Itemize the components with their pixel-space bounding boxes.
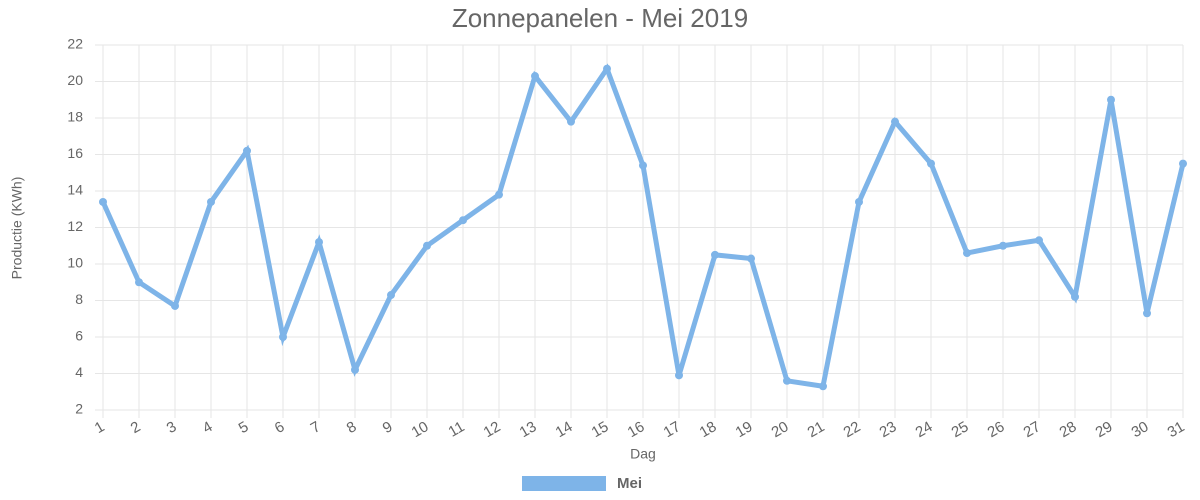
data-point bbox=[243, 146, 251, 155]
data-point bbox=[423, 241, 431, 250]
legend-swatch bbox=[522, 476, 606, 491]
data-point bbox=[459, 216, 467, 225]
data-point bbox=[171, 301, 179, 310]
x-tick-label: 6 bbox=[272, 418, 288, 437]
x-tick-label: 18 bbox=[697, 418, 720, 441]
data-point bbox=[603, 64, 611, 73]
x-tick-label: 31 bbox=[1165, 418, 1188, 441]
y-tick-label: 6 bbox=[75, 328, 83, 344]
data-point bbox=[999, 241, 1007, 250]
data-point bbox=[1179, 159, 1187, 168]
x-tick-label: 3 bbox=[164, 418, 180, 437]
data-point bbox=[279, 333, 287, 341]
data-point bbox=[927, 159, 935, 168]
data-point bbox=[711, 250, 719, 259]
data-point bbox=[855, 197, 863, 206]
y-tick-label: 18 bbox=[67, 109, 83, 125]
data-point bbox=[1071, 292, 1079, 301]
y-tick-label: 2 bbox=[75, 401, 83, 417]
data-point bbox=[351, 365, 359, 374]
x-tick-label: 24 bbox=[913, 418, 936, 441]
x-tick-label: 21 bbox=[805, 418, 828, 441]
data-point bbox=[99, 197, 107, 206]
x-tick-label: 1 bbox=[92, 418, 108, 437]
x-tick-label: 10 bbox=[409, 418, 432, 441]
x-tick-label: 29 bbox=[1093, 418, 1116, 441]
data-point bbox=[567, 117, 575, 126]
x-tick-label: 30 bbox=[1129, 418, 1152, 441]
data-point bbox=[531, 72, 539, 81]
data-point bbox=[1107, 95, 1115, 104]
x-tick-label: 25 bbox=[949, 418, 972, 441]
data-point bbox=[819, 382, 827, 391]
x-tick-label: 20 bbox=[769, 418, 792, 441]
x-tick-label: 15 bbox=[589, 418, 612, 441]
x-tick-label: 17 bbox=[661, 418, 684, 441]
y-tick-label: 12 bbox=[67, 218, 83, 234]
y-tick-label: 8 bbox=[75, 291, 83, 307]
data-point bbox=[135, 278, 143, 287]
x-tick-label: 23 bbox=[877, 418, 900, 441]
data-point bbox=[315, 238, 323, 247]
y-tick-label: 4 bbox=[75, 364, 83, 380]
y-tick-label: 14 bbox=[67, 182, 83, 198]
x-tick-label: 27 bbox=[1021, 418, 1044, 441]
data-point bbox=[783, 376, 791, 385]
data-point bbox=[1035, 236, 1043, 245]
y-tick-label: 20 bbox=[67, 72, 83, 88]
y-tick-label: 16 bbox=[67, 145, 83, 161]
data-point bbox=[747, 254, 755, 263]
data-point bbox=[963, 249, 971, 258]
y-tick-label: 10 bbox=[67, 255, 83, 271]
x-axis-title: Dag bbox=[630, 446, 656, 462]
x-tick-label: 26 bbox=[985, 418, 1008, 441]
data-point bbox=[891, 117, 899, 126]
x-tick-label: 8 bbox=[344, 418, 360, 437]
data-point bbox=[1143, 309, 1151, 318]
data-point bbox=[495, 190, 503, 199]
x-tick-label: 19 bbox=[733, 418, 756, 441]
x-tick-label: 14 bbox=[553, 418, 576, 441]
legend-label: Mei bbox=[617, 475, 642, 492]
y-axis-title: Productie (KWh) bbox=[9, 177, 25, 280]
x-tick-label: 12 bbox=[481, 418, 504, 441]
chart-title: Zonnepanelen - Mei 2019 bbox=[452, 3, 748, 33]
x-tick-label: 11 bbox=[446, 418, 468, 441]
data-point bbox=[675, 371, 683, 380]
x-tick-label: 2 bbox=[128, 418, 144, 437]
x-tick-label: 4 bbox=[200, 418, 216, 437]
x-tick-label: 22 bbox=[841, 418, 864, 441]
x-tick-label: 13 bbox=[517, 418, 540, 441]
x-tick-label: 28 bbox=[1057, 418, 1080, 441]
data-point bbox=[639, 161, 647, 170]
y-tick-label: 22 bbox=[67, 36, 83, 52]
x-tick-label: 5 bbox=[236, 418, 252, 437]
data-point bbox=[207, 197, 215, 206]
x-tick-label: 9 bbox=[380, 418, 396, 437]
x-tick-label: 16 bbox=[625, 418, 648, 441]
data-point bbox=[387, 291, 395, 300]
x-tick-label: 7 bbox=[308, 418, 324, 437]
